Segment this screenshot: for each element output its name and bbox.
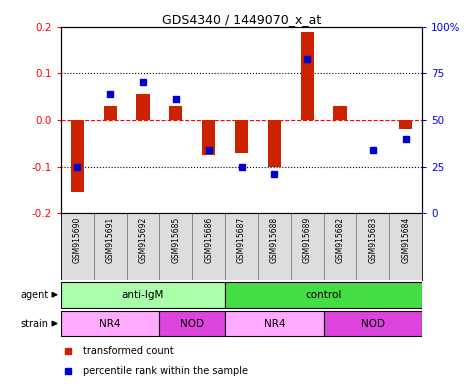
- Bar: [399, 120, 412, 129]
- Bar: [61, 282, 225, 308]
- Text: GSM915692: GSM915692: [138, 217, 148, 263]
- Text: GSM915690: GSM915690: [73, 217, 82, 263]
- Bar: [61, 311, 159, 336]
- Bar: [225, 213, 258, 280]
- Bar: [159, 213, 192, 280]
- Text: GSM915687: GSM915687: [237, 217, 246, 263]
- Bar: [333, 106, 347, 120]
- Bar: [324, 213, 356, 280]
- Bar: [258, 213, 291, 280]
- Text: GSM915684: GSM915684: [401, 217, 410, 263]
- Bar: [225, 282, 422, 308]
- Text: control: control: [305, 290, 342, 300]
- Text: agent: agent: [20, 290, 48, 300]
- Text: anti-IgM: anti-IgM: [122, 290, 164, 300]
- Bar: [235, 120, 248, 152]
- Bar: [356, 213, 389, 280]
- Text: GSM915682: GSM915682: [335, 217, 345, 263]
- Bar: [268, 120, 281, 167]
- Text: percentile rank within the sample: percentile rank within the sample: [83, 366, 248, 376]
- Bar: [127, 213, 159, 280]
- Bar: [324, 311, 422, 336]
- Bar: [225, 311, 324, 336]
- Title: GDS4340 / 1449070_x_at: GDS4340 / 1449070_x_at: [162, 13, 321, 26]
- Bar: [202, 120, 215, 155]
- Text: NR4: NR4: [99, 318, 121, 329]
- Text: transformed count: transformed count: [83, 346, 174, 356]
- Bar: [94, 213, 127, 280]
- Bar: [61, 213, 94, 280]
- Bar: [159, 311, 225, 336]
- Bar: [192, 213, 225, 280]
- Text: NOD: NOD: [180, 318, 204, 329]
- Bar: [71, 120, 84, 192]
- Bar: [301, 31, 314, 120]
- Text: GSM915688: GSM915688: [270, 217, 279, 263]
- Text: GSM915686: GSM915686: [204, 217, 213, 263]
- Text: GSM915683: GSM915683: [368, 217, 378, 263]
- Text: strain: strain: [20, 318, 48, 329]
- Text: NOD: NOD: [361, 318, 385, 329]
- Text: GSM915691: GSM915691: [106, 217, 115, 263]
- Text: GSM915685: GSM915685: [171, 217, 181, 263]
- Bar: [291, 213, 324, 280]
- Bar: [169, 106, 182, 120]
- Bar: [104, 106, 117, 120]
- Bar: [389, 213, 422, 280]
- Bar: [136, 94, 150, 120]
- Text: NR4: NR4: [264, 318, 285, 329]
- Text: GSM915689: GSM915689: [303, 217, 312, 263]
